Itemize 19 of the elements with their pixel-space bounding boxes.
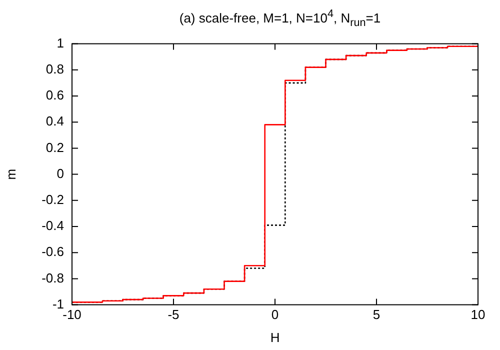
x-axis-title: H xyxy=(270,330,280,345)
y-tick-label: -0.2 xyxy=(42,192,64,207)
chart-title: (a) scale-free, M=1, N=10$^{4}$, N$_{run}$=1 xyxy=(178,8,382,29)
y-tick-label: 0.2 xyxy=(46,140,64,155)
y-tick-label: 0.8 xyxy=(46,61,64,76)
x-tick-label: 5 xyxy=(372,307,380,322)
y-tick-label: 1 xyxy=(56,35,64,50)
y-tick-label: -0.6 xyxy=(42,244,64,260)
y-tick-label: -0.8 xyxy=(42,270,64,286)
y-tick-label: 0.4 xyxy=(46,114,64,129)
y-tick-label: -0.4 xyxy=(42,218,64,234)
x-tick-label: 10 xyxy=(470,307,486,322)
x-tick-label: -10 xyxy=(62,307,82,322)
x-tick-label: 0 xyxy=(271,307,279,322)
y-tick-label: 0.6 xyxy=(46,88,64,103)
x-tick-label: -5 xyxy=(168,307,180,322)
y-tick-label: -1 xyxy=(52,296,64,312)
y-axis-title: m xyxy=(3,168,18,180)
y-tick-label: 0 xyxy=(56,166,64,181)
